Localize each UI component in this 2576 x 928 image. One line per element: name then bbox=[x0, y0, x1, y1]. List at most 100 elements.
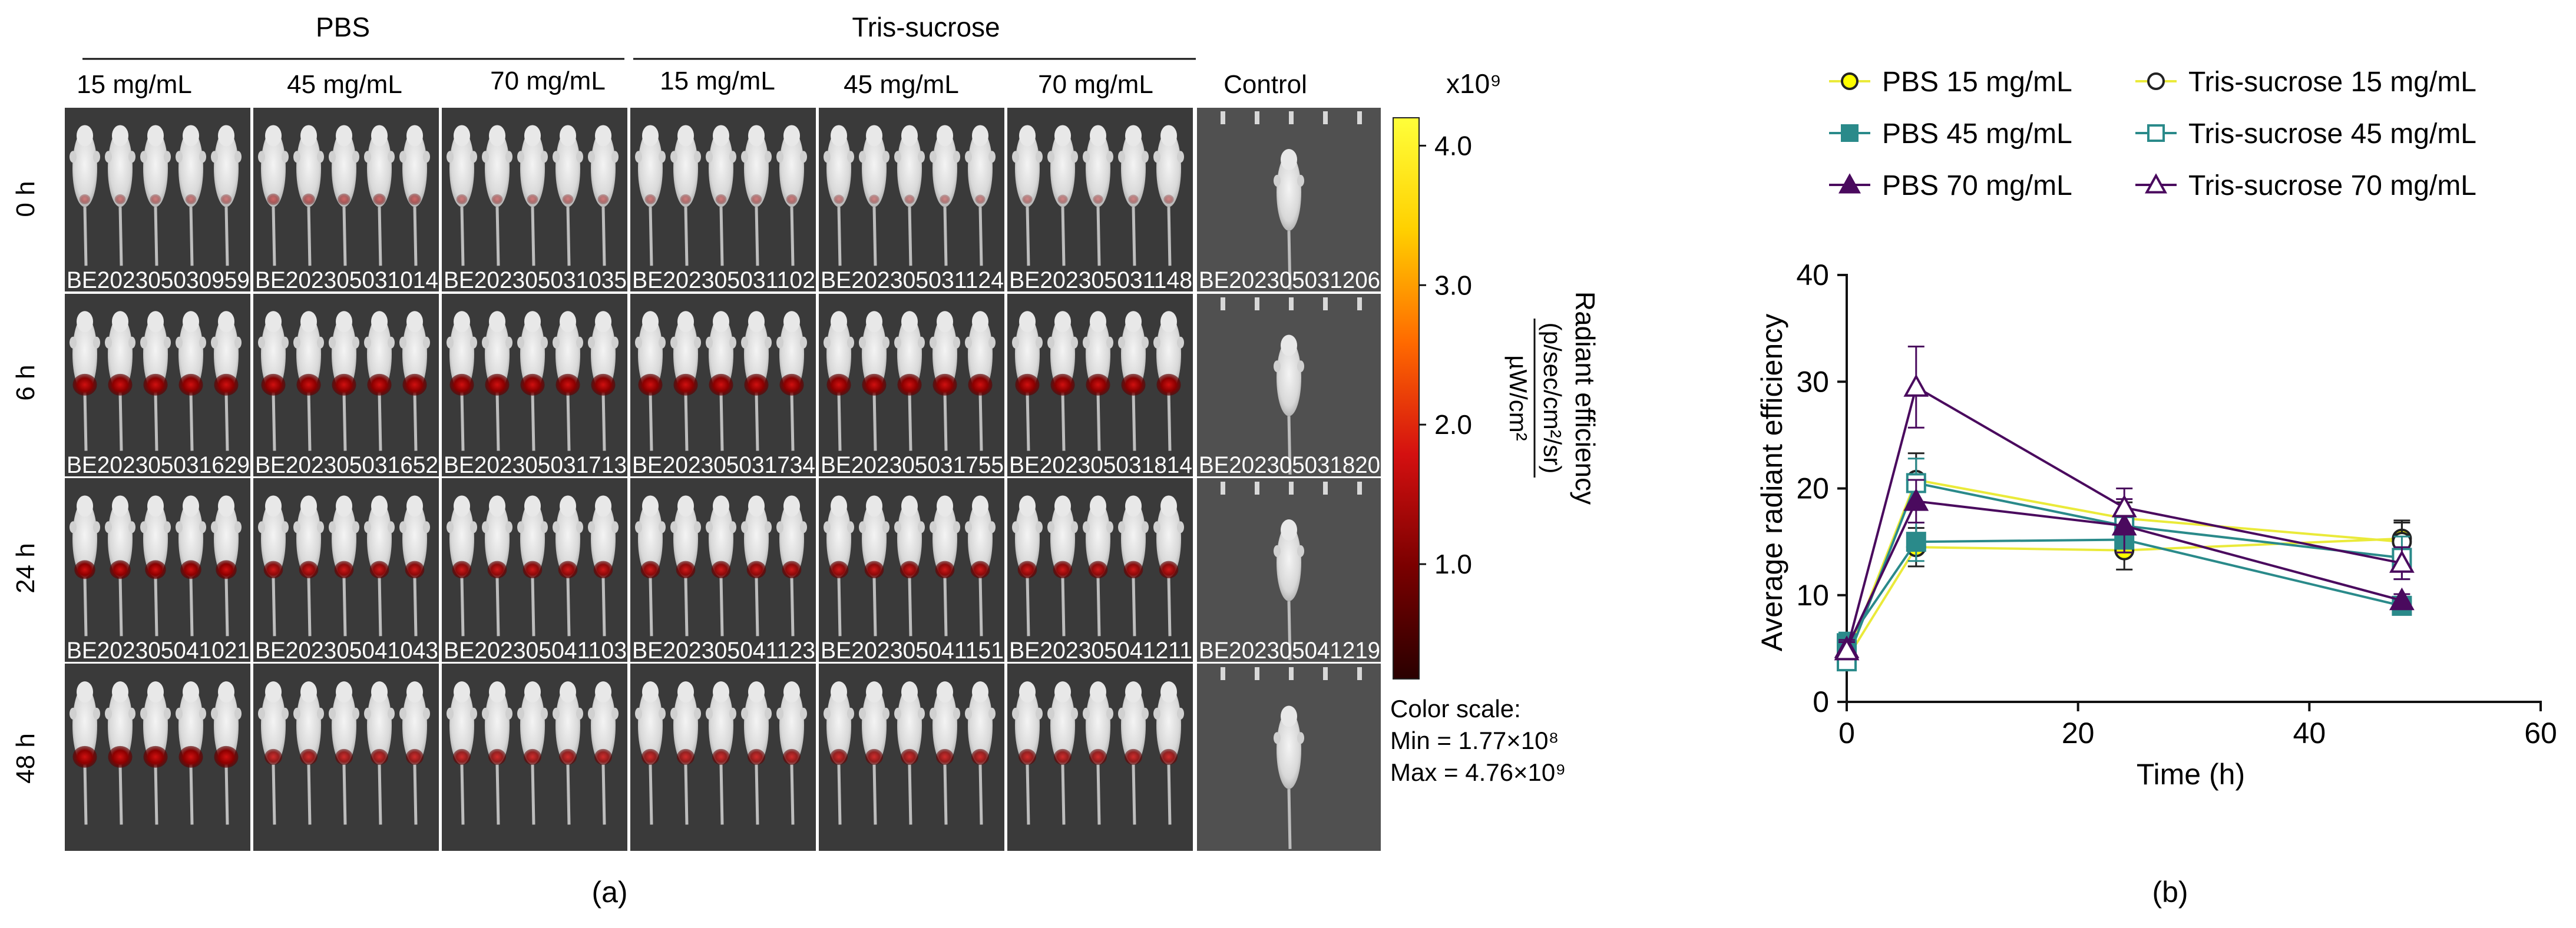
mouse-head bbox=[560, 311, 576, 333]
mouse-body bbox=[261, 130, 286, 207]
image-id-label: BE202305031148 bbox=[1009, 267, 1192, 293]
mouse-body bbox=[932, 686, 957, 765]
clip bbox=[1255, 482, 1259, 495]
mouse-head bbox=[1090, 495, 1106, 517]
mouse-head bbox=[642, 125, 659, 147]
mouse-tail bbox=[790, 207, 795, 266]
mouse-head bbox=[1125, 125, 1142, 147]
fluorescence-signal bbox=[1159, 561, 1179, 579]
mouse-leg bbox=[329, 707, 336, 720]
image-id-label: BE202305041151 bbox=[821, 638, 1004, 664]
mouse-tail bbox=[1096, 764, 1101, 825]
mouse-leg bbox=[776, 336, 783, 349]
legend-label: PBS 70 mg/mL bbox=[1882, 170, 2072, 201]
mouse-body bbox=[1121, 686, 1146, 765]
mouse-tail bbox=[649, 207, 653, 266]
mouse-leg bbox=[128, 521, 135, 533]
mouse-body bbox=[1121, 130, 1146, 207]
fluorescence-signal bbox=[901, 748, 918, 765]
mouse-leg bbox=[1047, 521, 1054, 533]
row-label: 6 h bbox=[11, 364, 40, 400]
color-scale-title: Color scale: bbox=[1390, 695, 1521, 722]
mouse-leg bbox=[329, 521, 336, 533]
mouse-head bbox=[524, 495, 541, 517]
mouse-head bbox=[677, 311, 694, 333]
fluorescence-signal bbox=[143, 745, 168, 768]
mouse-head bbox=[336, 125, 352, 147]
clip bbox=[1323, 297, 1328, 310]
mouse-leg bbox=[211, 336, 218, 349]
fluorescence-signal bbox=[830, 748, 848, 765]
mouse-leg bbox=[1047, 336, 1054, 349]
line-chart: 0 10 20 30 40 0 20 40 60 Time (h) Average radiant … bbox=[1755, 258, 2557, 791]
mouse-body bbox=[367, 686, 392, 765]
mouse-leg bbox=[694, 707, 701, 720]
mouse-leg bbox=[282, 521, 289, 533]
mouse-body bbox=[143, 316, 168, 393]
mouse-head bbox=[1160, 125, 1177, 147]
mouse-leg bbox=[953, 151, 960, 163]
mouse-tail bbox=[837, 764, 842, 825]
mouse-leg bbox=[611, 707, 619, 720]
mouse-body bbox=[143, 500, 168, 578]
mouse-leg bbox=[234, 521, 242, 533]
mouse-leg bbox=[364, 521, 371, 533]
mouse-leg bbox=[882, 151, 889, 163]
mouse-leg bbox=[765, 336, 772, 349]
marker-triangle bbox=[2111, 495, 2137, 518]
mouse-tail bbox=[1061, 764, 1066, 825]
mouse-head bbox=[218, 125, 234, 147]
mouse-body bbox=[826, 130, 851, 207]
fluorescence-signal bbox=[677, 748, 695, 765]
mouse-tail bbox=[189, 577, 194, 637]
imaging-tile: BE202305041211 bbox=[1007, 478, 1193, 664]
row-label: 0 h bbox=[11, 181, 40, 217]
mouse-body bbox=[143, 130, 168, 207]
mouse-body bbox=[555, 686, 580, 765]
mouse-leg bbox=[352, 336, 359, 349]
mouse-leg bbox=[1036, 151, 1043, 163]
image-id-label: BE202305031014 bbox=[255, 267, 438, 293]
mouse-tail bbox=[531, 207, 535, 266]
mouse-head bbox=[972, 311, 988, 333]
mouse-head bbox=[677, 495, 694, 517]
mouse-body bbox=[296, 316, 321, 393]
imaging-tile bbox=[65, 664, 250, 851]
mouse-head bbox=[1090, 311, 1106, 333]
fluorescence-signal bbox=[214, 745, 239, 768]
fluorescence-signal bbox=[524, 748, 541, 765]
fluorescence-signal bbox=[1054, 748, 1072, 765]
y-axis-label: Average radiant efficiency bbox=[1755, 314, 1788, 652]
mouse-head bbox=[1125, 311, 1142, 333]
mouse-head bbox=[454, 311, 470, 333]
mouse-tail bbox=[460, 577, 465, 637]
mouse-tail bbox=[649, 577, 653, 637]
mouse-leg bbox=[1297, 360, 1304, 373]
mouse-tail bbox=[378, 577, 382, 637]
mouse-body bbox=[932, 316, 957, 393]
mouse-leg bbox=[894, 336, 901, 349]
fluorescence-signal bbox=[1093, 194, 1103, 204]
fluorescence-signal bbox=[680, 194, 692, 204]
mouse-tail bbox=[189, 207, 194, 266]
fluorescence-signal bbox=[267, 193, 280, 206]
mouse-body bbox=[897, 500, 922, 578]
mouse-body bbox=[1086, 686, 1110, 765]
mouse-body bbox=[709, 316, 733, 393]
imaging-tile: BE202305031652 bbox=[253, 294, 439, 478]
mouse-leg bbox=[1047, 151, 1054, 163]
mouse-leg bbox=[1153, 521, 1160, 533]
clip bbox=[1357, 297, 1362, 310]
colorbar-ticks: 4.0 3.0 2.0 1.0 bbox=[1419, 130, 1472, 579]
mouse-head bbox=[937, 495, 953, 517]
legend-item: PBS 45 mg/mL bbox=[1829, 118, 2072, 150]
mouse-body bbox=[261, 686, 286, 765]
mouse-tail bbox=[1026, 764, 1030, 825]
mouse-leg bbox=[317, 336, 324, 349]
image-id-label: BE202305031713 bbox=[444, 452, 627, 478]
panel-b: PBS 15 mg/mL Tris-sucrose 15 mg/mL PBS 45 … bbox=[1755, 67, 2557, 909]
mouse-head bbox=[112, 681, 128, 703]
fluorescence-signal bbox=[1053, 561, 1073, 579]
mouse-body bbox=[968, 500, 993, 578]
fluorescence-signal bbox=[1086, 373, 1110, 396]
